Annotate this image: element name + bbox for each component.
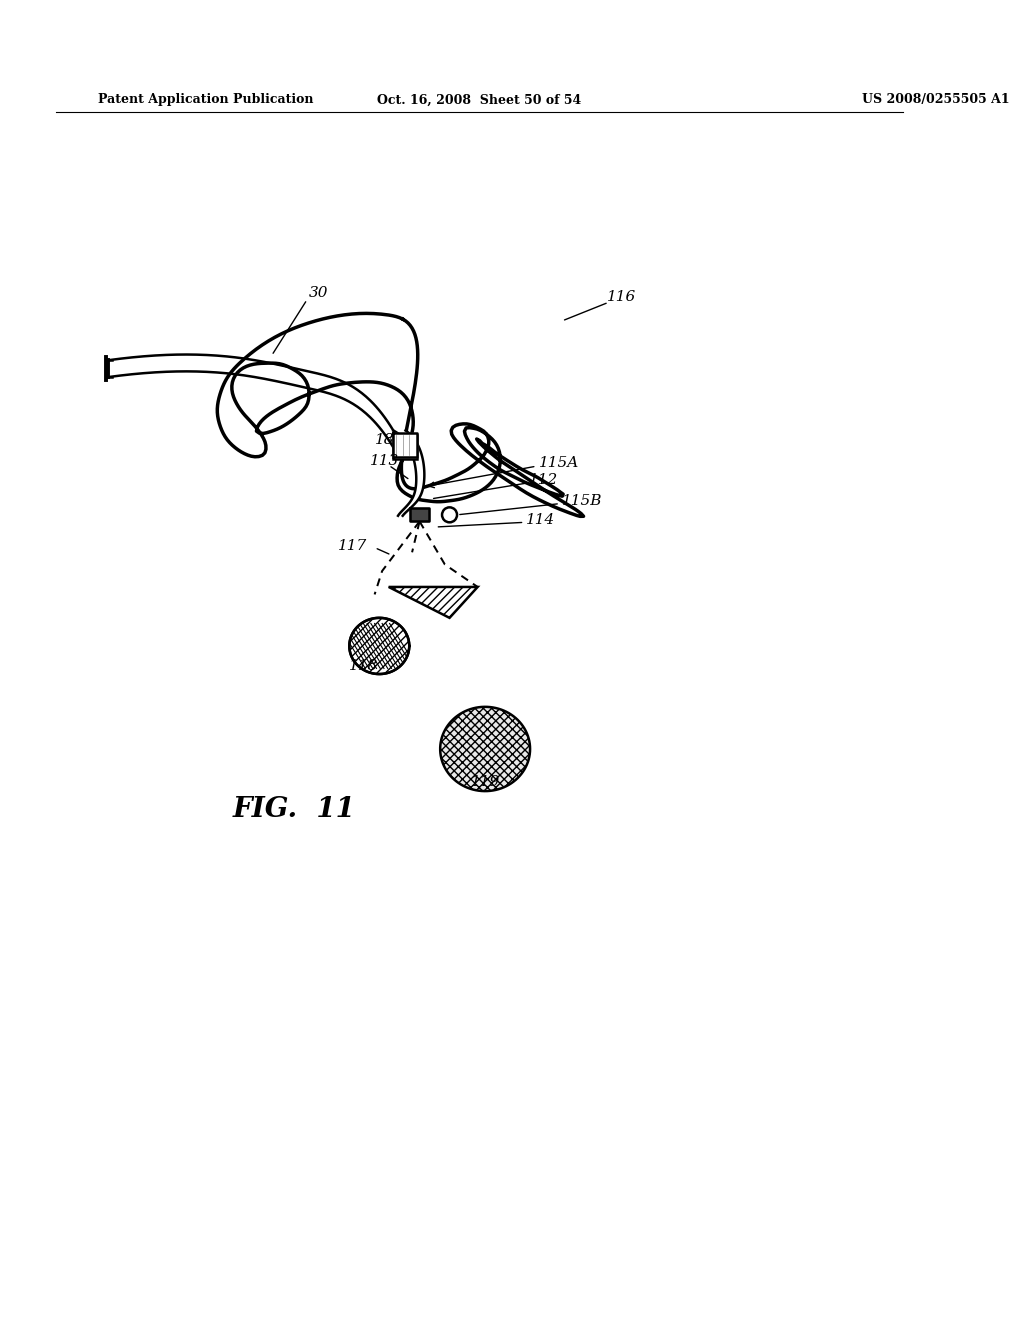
- Text: 114: 114: [526, 512, 556, 527]
- Polygon shape: [349, 618, 410, 675]
- Polygon shape: [349, 618, 410, 675]
- Text: 115A: 115A: [539, 457, 579, 470]
- Text: Oct. 16, 2008  Sheet 50 of 54: Oct. 16, 2008 Sheet 50 of 54: [378, 94, 582, 107]
- Text: US 2008/0255505 A1: US 2008/0255505 A1: [861, 94, 1010, 107]
- Polygon shape: [389, 587, 477, 618]
- Text: 112: 112: [529, 473, 558, 487]
- Polygon shape: [108, 355, 393, 447]
- Text: 113: 113: [370, 454, 399, 469]
- Text: 116: 116: [607, 289, 636, 304]
- Polygon shape: [393, 433, 417, 457]
- Text: 115B: 115B: [562, 494, 602, 508]
- Text: 117: 117: [338, 539, 368, 553]
- FancyBboxPatch shape: [393, 436, 417, 458]
- Text: 18: 18: [375, 433, 394, 447]
- Text: Patent Application Publication: Patent Application Publication: [98, 94, 313, 107]
- Polygon shape: [440, 706, 530, 791]
- Text: 30: 30: [309, 286, 329, 300]
- Text: 119: 119: [470, 775, 500, 789]
- Polygon shape: [393, 430, 424, 516]
- Circle shape: [442, 507, 457, 523]
- Text: FIG.  11: FIG. 11: [232, 796, 355, 824]
- Polygon shape: [411, 508, 429, 521]
- Text: 118: 118: [349, 659, 378, 673]
